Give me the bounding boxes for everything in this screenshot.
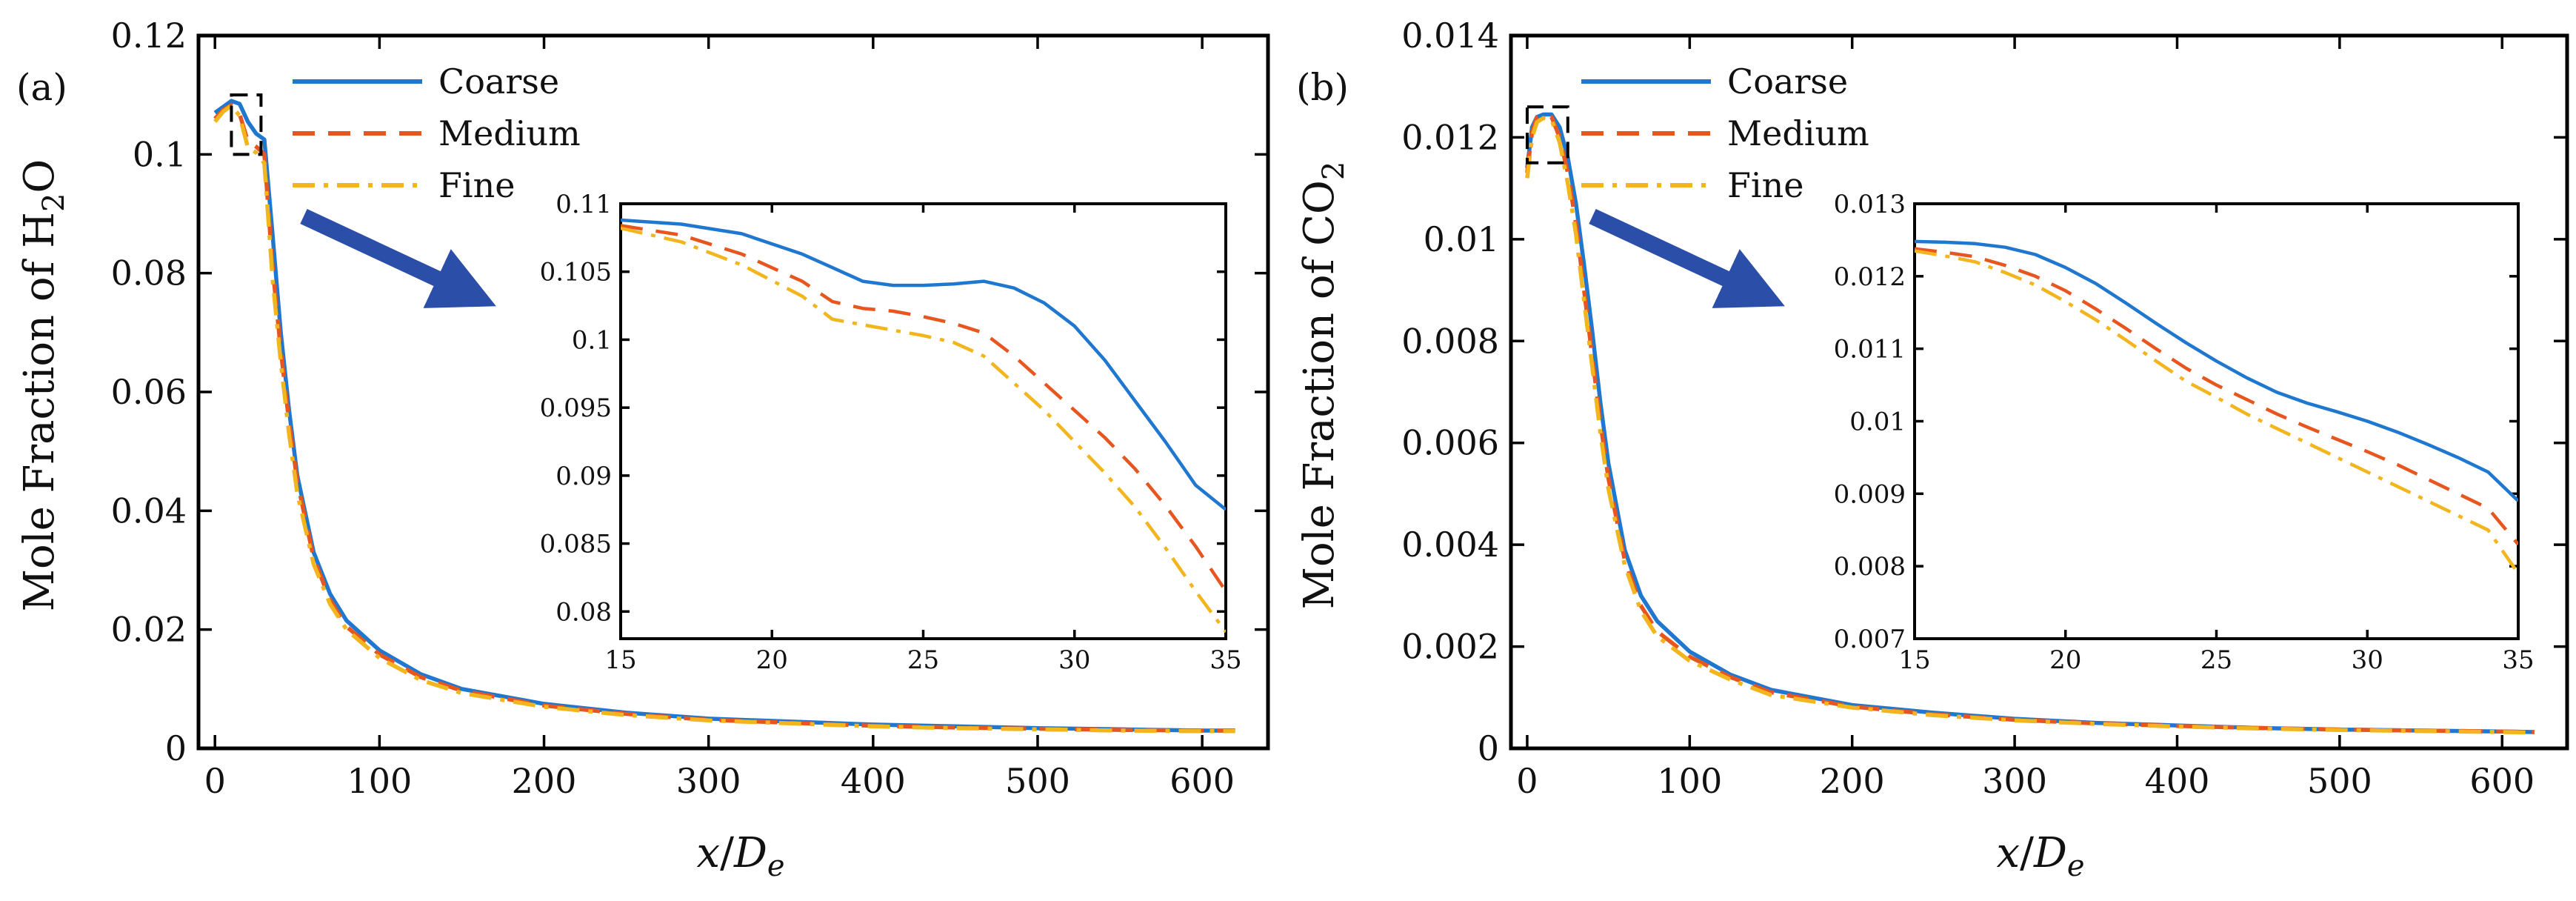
main-a-y-tick-label: 0.08	[111, 253, 187, 293]
main-b-frame	[1509, 33, 2569, 751]
main-a-y-tick-label: 0.1	[133, 134, 187, 174]
zoom-box-b	[1525, 105, 1569, 164]
zoom-arrow-b	[1589, 209, 1785, 308]
legend-label-coarse-a: Coarse	[438, 61, 559, 102]
zoom-box-a	[230, 93, 263, 156]
inset-a-y-tick-label: 0.09	[555, 462, 612, 491]
inset-a-y-tick-label: 0.08	[555, 597, 612, 627]
main-b-y-tick-label: 0.014	[1401, 16, 1499, 56]
inset-a-series-coarse	[621, 218, 1226, 511]
inset-b-y-tick-label: 0.011	[1834, 335, 1906, 365]
legend-label-coarse-b: Coarse	[1727, 61, 1848, 102]
inset-a-x-tick-label: 15	[604, 645, 636, 675]
legend-label-medium-a: Medium	[438, 113, 581, 153]
main-a-y-tick-label: 0.04	[111, 491, 187, 531]
main-b-x-tick-label: 0	[1516, 761, 1538, 801]
inset-b-series-coarse	[1915, 239, 2518, 502]
x-axis-title-a: x/De	[696, 829, 784, 883]
main-b-x-tick-label: 600	[2469, 761, 2535, 801]
panel-label-a: (a)	[16, 66, 67, 109]
inset-b-y-tick-label: 0.008	[1834, 552, 1906, 582]
inset-a-y-tick-label: 0.1	[572, 325, 612, 355]
inset-b-series-group	[1915, 239, 2518, 575]
inset-b-y-tick-label: 0.007	[1834, 625, 1906, 654]
inset-a-x-tick-label: 30	[1058, 645, 1090, 675]
main-plot-a: 0 100 200 300 400 500 60000.020.040.060.080.10…	[111, 16, 1270, 801]
panel-a: (a) Mole Fraction of H2O x/De 0 100 200 300…	[16, 16, 1270, 883]
inset-a-x-tick-label: 35	[1209, 645, 1241, 675]
inset-plot-a: 15 20 25 30 35 0.08 0.085 0.09 0.095 0.1 0.105 0.11	[540, 190, 1242, 675]
inset-a-y-tick-label: 0.11	[555, 190, 612, 219]
inset-b-y-tick-label: 0.009	[1834, 479, 1906, 509]
main-b-x-tick-label: 500	[2307, 761, 2372, 801]
inset-b-x-tick-label: 20	[2049, 645, 2081, 675]
y-axis-title-a: Mole Fraction of H2O	[16, 159, 71, 612]
main-a-x-tick-label: 200	[512, 761, 577, 801]
inset-b-y-tick-label: 0.01	[1849, 408, 1906, 437]
inset-a-y-tick-label: 0.085	[540, 530, 612, 559]
inset-b-x-tick-label: 25	[2200, 645, 2232, 675]
main-a-y-tick-label: 0.06	[111, 372, 187, 412]
main-a-y-tick-label: 0	[165, 728, 187, 768]
main-plot-b: 0 100 200 300 400 500 600 0 0.002 0.004 0.006 0.008…	[1401, 16, 2569, 801]
inset-b-x-tick-label: 30	[2352, 645, 2383, 675]
main-b-y-tick-label: 0	[1478, 728, 1499, 768]
panel-label-b: (b)	[1296, 66, 1349, 109]
x-axis-title-b: x/De	[1996, 829, 2084, 883]
inset-a-series-group	[621, 218, 1226, 634]
main-b-y-tick-label: 0.012	[1401, 117, 1499, 157]
main-a-series-fine	[213, 103, 1235, 734]
legend-label-fine-b: Fine	[1727, 165, 1803, 205]
inset-b-series-fine	[1915, 249, 2518, 575]
main-b-series-medium	[1525, 113, 2535, 734]
panel-b: (b) Mole Fraction of CO2 x/De 0 100 200 300…	[1295, 16, 2569, 883]
inset-b-x-tick-label: 35	[2502, 645, 2534, 675]
main-b-y-tick-label: 0.008	[1401, 321, 1499, 361]
inset-a-series-fine	[621, 226, 1226, 634]
main-b-y-tick-label: 0.004	[1401, 525, 1499, 565]
main-b-y-tick-label: 0.002	[1401, 627, 1499, 667]
inset-b-series-medium	[1915, 247, 2518, 546]
inset-b-y-tick-label: 0.012	[1834, 262, 1906, 292]
main-a-x-tick-label: 100	[347, 761, 412, 801]
main-a-series-group	[213, 99, 1235, 734]
legend-label-fine-a: Fine	[438, 165, 515, 205]
legend-b: Coarse Medium Fine	[1581, 61, 1869, 205]
inset-plot-b: 15 20 25 30 35 0.007 0.008 0.009 0.01 0.011 0.012 0…	[1834, 190, 2535, 675]
main-b-x-tick-label: 400	[2145, 761, 2210, 801]
inset-a-x-tick-label: 25	[907, 645, 939, 675]
y-axis-title-b: Mole Fraction of CO2	[1295, 162, 1351, 610]
main-b-x-tick-label: 300	[1982, 761, 2047, 801]
main-a-y-tick-label: 0.12	[111, 16, 187, 56]
inset-a-x-tick-label: 20	[756, 645, 788, 675]
inset-b-x-tick-label: 15	[1898, 645, 1930, 675]
main-b-y-tick-label: 0.01	[1424, 219, 1499, 259]
main-b-series-fine	[1525, 116, 2535, 735]
inset-a-frame	[619, 202, 1227, 640]
main-a-x-tick-label: 500	[1005, 761, 1070, 801]
main-b-x-tick-label: 200	[1820, 761, 1885, 801]
inset-a-y-tick-label: 0.105	[540, 258, 612, 287]
main-a-x-tick-label: 400	[841, 761, 906, 801]
inset-b-y-tick-label: 0.013	[1834, 190, 1906, 219]
main-a-x-tick-label: 600	[1169, 761, 1235, 801]
inset-a-y-tick-label: 0.095	[540, 393, 612, 423]
inset-a-series-medium	[621, 224, 1226, 593]
main-b-y-tick-label: 0.006	[1401, 423, 1499, 463]
main-a-y-tick-label: 0.02	[111, 610, 187, 650]
legend-label-medium-b: Medium	[1727, 113, 1869, 153]
zoom-arrow-a	[300, 209, 496, 308]
main-a-x-tick-label: 0	[204, 761, 226, 801]
inset-b-frame	[1913, 202, 2520, 640]
main-b-series-group	[1525, 112, 2535, 735]
main-b-x-tick-label: 100	[1657, 761, 1722, 801]
main-a-x-tick-label: 300	[676, 761, 741, 801]
legend-a: Coarse Medium Fine	[293, 61, 581, 205]
